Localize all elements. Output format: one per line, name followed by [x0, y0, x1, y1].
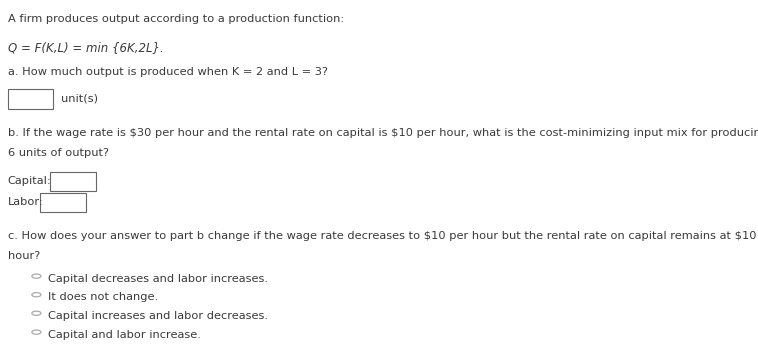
- Text: Capital:: Capital:: [8, 176, 52, 186]
- Text: c. How does your answer to part b change if the wage rate decreases to \$10 per : c. How does your answer to part b change…: [8, 231, 758, 241]
- Text: 6 units of output?: 6 units of output?: [8, 148, 108, 158]
- FancyBboxPatch shape: [8, 89, 53, 108]
- Text: A firm produces output according to a production function:: A firm produces output according to a pr…: [8, 14, 344, 24]
- Text: Labor:: Labor:: [8, 197, 43, 207]
- Text: It does not change.: It does not change.: [48, 292, 158, 302]
- Text: Capital and labor increase.: Capital and labor increase.: [48, 330, 201, 340]
- Text: Capital increases and labor decreases.: Capital increases and labor decreases.: [48, 311, 268, 321]
- FancyBboxPatch shape: [50, 172, 96, 191]
- Text: b. If the wage rate is \$30 per hour and the rental rate on capital is \$10 per : b. If the wage rate is \$30 per hour and…: [8, 128, 758, 138]
- Text: unit(s): unit(s): [61, 93, 98, 104]
- FancyBboxPatch shape: [40, 193, 86, 212]
- Text: Q = F(K,L) = min {6K,2L}.: Q = F(K,L) = min {6K,2L}.: [8, 41, 163, 54]
- Text: Capital decreases and labor increases.: Capital decreases and labor increases.: [48, 274, 268, 284]
- Text: hour?: hour?: [8, 251, 40, 261]
- Text: a. How much output is produced when K = 2 and L = 3?: a. How much output is produced when K = …: [8, 67, 327, 77]
